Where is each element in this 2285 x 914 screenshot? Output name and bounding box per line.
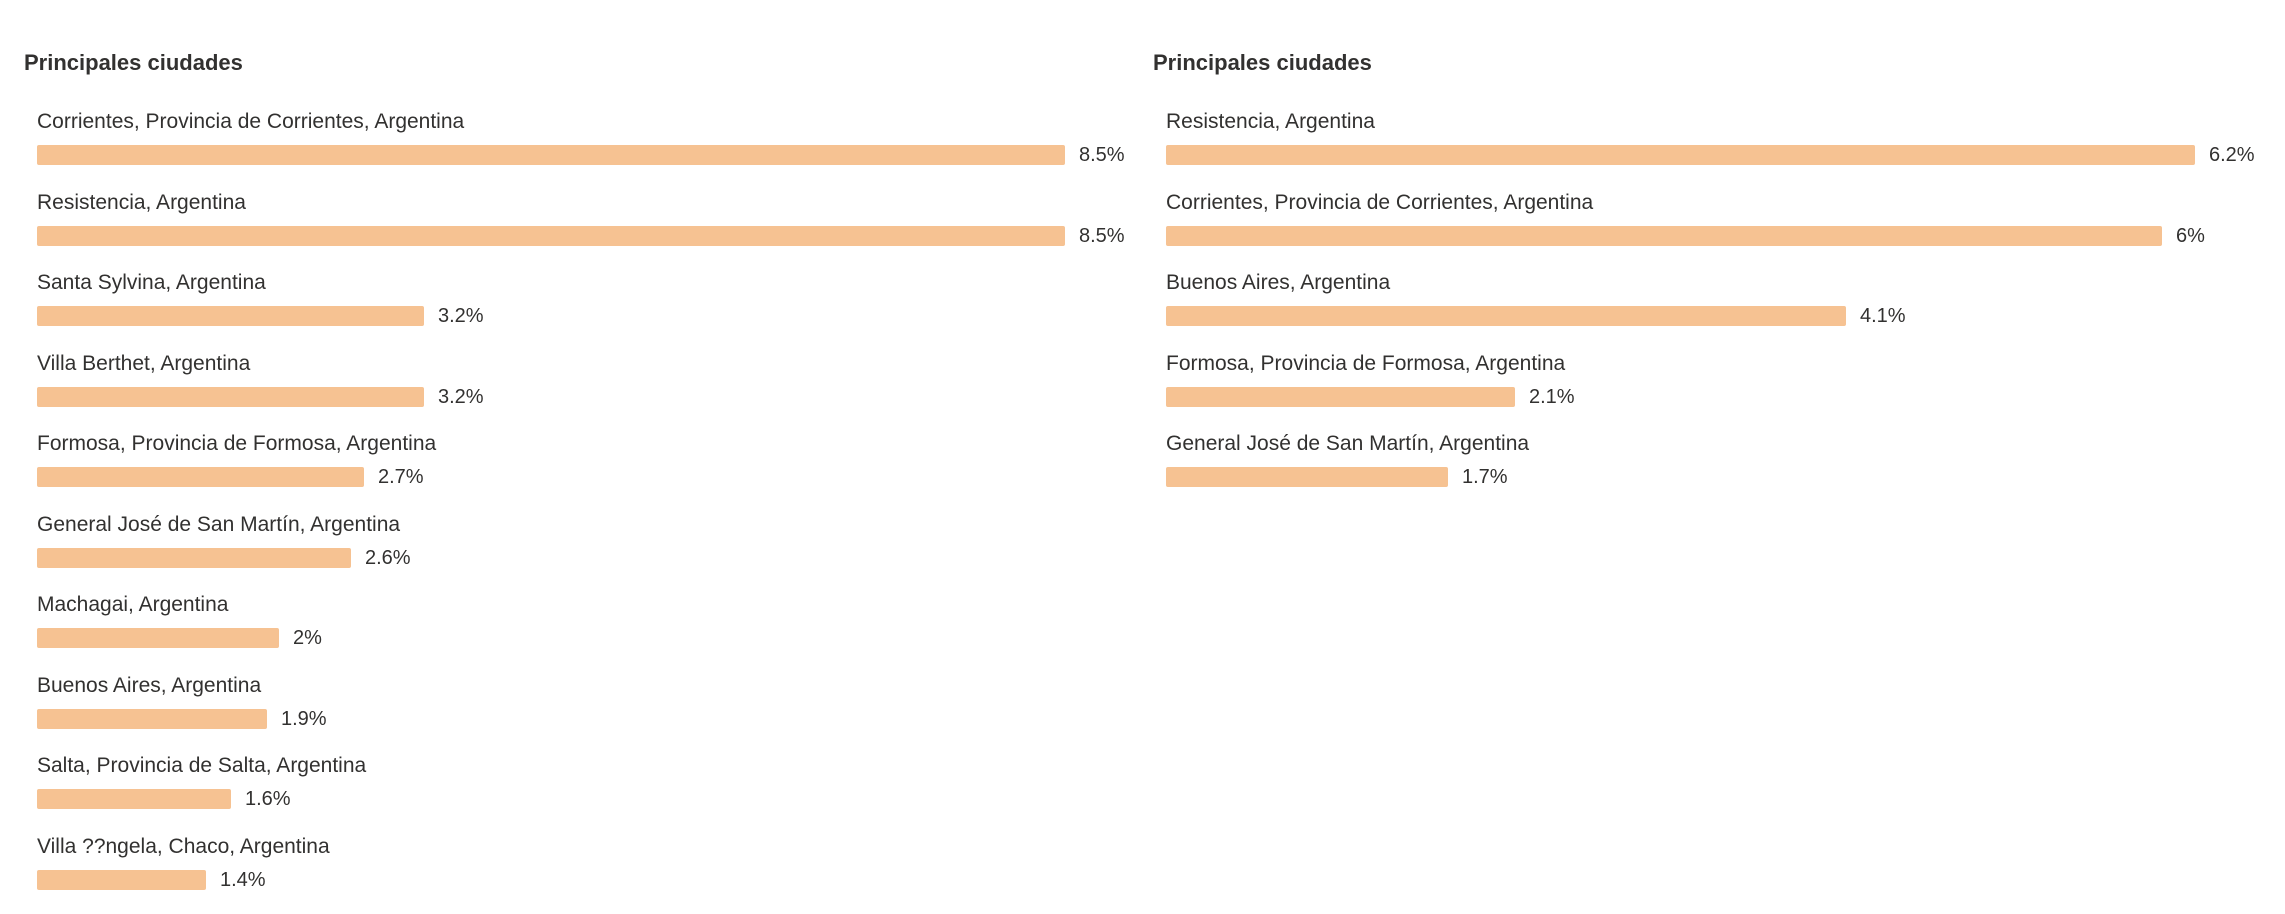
bar-list: Corrientes, Provincia de Corrientes, Arg… [37, 108, 1134, 913]
bar-row: Villa ??ngela, Chaco, Argentina 1.4% [37, 833, 1134, 914]
bar-value-label: 4.1% [1860, 305, 1906, 327]
bar-track: 6% [1166, 224, 2273, 247]
bar [37, 145, 1065, 165]
bar-track: 1.9% [37, 707, 1134, 730]
bar-track: 8.5% [37, 224, 1134, 247]
bar-track: 2.6% [37, 546, 1134, 569]
bar-category-label: Formosa, Provincia de Formosa, Argentina [37, 432, 437, 455]
bar-value-label: 2% [293, 627, 322, 649]
bar [1166, 386, 1515, 407]
bar-value-label: 8.5% [1079, 224, 1125, 247]
bar-track: 8.5% [37, 145, 1134, 165]
bar-value-label: 3.2% [438, 305, 484, 327]
bar [37, 789, 231, 809]
bar [37, 628, 279, 648]
bar [1166, 145, 2195, 165]
chart-title: Principales ciudades [1153, 50, 1372, 75]
bar-row: Villa Berthet, Argentina 3.2% [37, 350, 1134, 431]
bar-row: Buenos Aires, Argentina 4.1% [1166, 269, 2273, 350]
bar [1166, 467, 1448, 487]
bar-row: Machagai, Argentina 2% [37, 591, 1134, 672]
bar-category-label: Corrientes, Provincia de Corrientes, Arg… [1166, 190, 1594, 214]
bar-track: 3.2% [37, 306, 1134, 326]
bar-category-label: Resistencia, Argentina [1166, 110, 1375, 133]
bar-row: Formosa, Provincia de Formosa, Argentina… [1166, 350, 2273, 431]
bar-row: General José de San Martín, Argentina 1.7… [1166, 430, 2273, 511]
bar-value-label: 2.7% [378, 466, 424, 488]
bar-row: Formosa, Provincia de Formosa, Argentina… [37, 430, 1134, 511]
bar-track: 2.1% [1166, 385, 2273, 408]
bar-value-label: 2.6% [365, 546, 411, 569]
bar-category-label: Villa Berthet, Argentina [37, 351, 251, 375]
bar-value-label: 6% [2176, 224, 2205, 247]
bar-category-label: Villa ??ngela, Chaco, Argentina [37, 834, 330, 858]
bar-row: Santa Sylvina, Argentina 3.2% [37, 269, 1134, 350]
bar-track: 3.2% [37, 385, 1134, 408]
bar-value-label: 1.6% [245, 788, 291, 810]
bar-category-label: Corrientes, Provincia de Corrientes, Arg… [37, 110, 465, 133]
bar-category-label: Formosa, Provincia de Formosa, Argentina [1166, 351, 1566, 375]
bar [37, 306, 424, 326]
chart-title: Principales ciudades [24, 50, 243, 75]
bar-row: Salta, Provincia de Salta, Argentina 1.6% [37, 752, 1134, 833]
bar [37, 869, 206, 890]
bar-row: Corrientes, Provincia de Corrientes, Arg… [37, 108, 1134, 189]
bar-row: Resistencia, Argentina 6.2% [1166, 108, 2273, 189]
bar-category-label: Buenos Aires, Argentina [37, 673, 262, 697]
bar [37, 467, 364, 487]
bar-value-label: 2.1% [1529, 385, 1575, 408]
bar [1166, 306, 1846, 326]
bar-track: 2% [37, 628, 1134, 648]
bar-value-label: 1.4% [220, 868, 266, 891]
bar-track: 1.7% [1166, 467, 2273, 487]
bar-value-label: 1.7% [1462, 466, 1508, 488]
bar-row: Corrientes, Provincia de Corrientes, Arg… [1166, 189, 2273, 270]
bar-category-label: General José de San Martín, Argentina [1166, 432, 1530, 455]
bar-category-label: General José de San Martín, Argentina [37, 512, 401, 536]
bar-category-label: Salta, Provincia de Salta, Argentina [37, 754, 367, 777]
bar-category-label: Resistencia, Argentina [37, 190, 246, 214]
bar-row: Resistencia, Argentina 8.5% [37, 189, 1134, 270]
bar-category-label: Machagai, Argentina [37, 593, 229, 616]
bar [37, 708, 267, 729]
bar-category-label: Santa Sylvina, Argentina [37, 271, 266, 294]
bar [37, 547, 351, 568]
bar-track: 6.2% [1166, 145, 2273, 165]
bar-category-label: Buenos Aires, Argentina [1166, 271, 1391, 294]
bar-value-label: 6.2% [2209, 144, 2255, 166]
bar [37, 386, 424, 407]
bar-track: 1.4% [37, 868, 1134, 891]
bar-value-label: 8.5% [1079, 144, 1125, 166]
bar [37, 225, 1065, 246]
bar-value-label: 3.2% [438, 385, 484, 408]
bar-row: Buenos Aires, Argentina 1.9% [37, 672, 1134, 753]
bar-value-label: 1.9% [281, 707, 327, 730]
bar-row: General José de San Martín, Argentina 2.6… [37, 511, 1134, 592]
bar-track: 2.7% [37, 467, 1134, 487]
bar-track: 1.6% [37, 789, 1134, 809]
bar [1166, 225, 2162, 246]
bar-track: 4.1% [1166, 306, 2273, 326]
bar-list: Resistencia, Argentina 6.2% Corrientes, Pr… [1166, 108, 2273, 511]
